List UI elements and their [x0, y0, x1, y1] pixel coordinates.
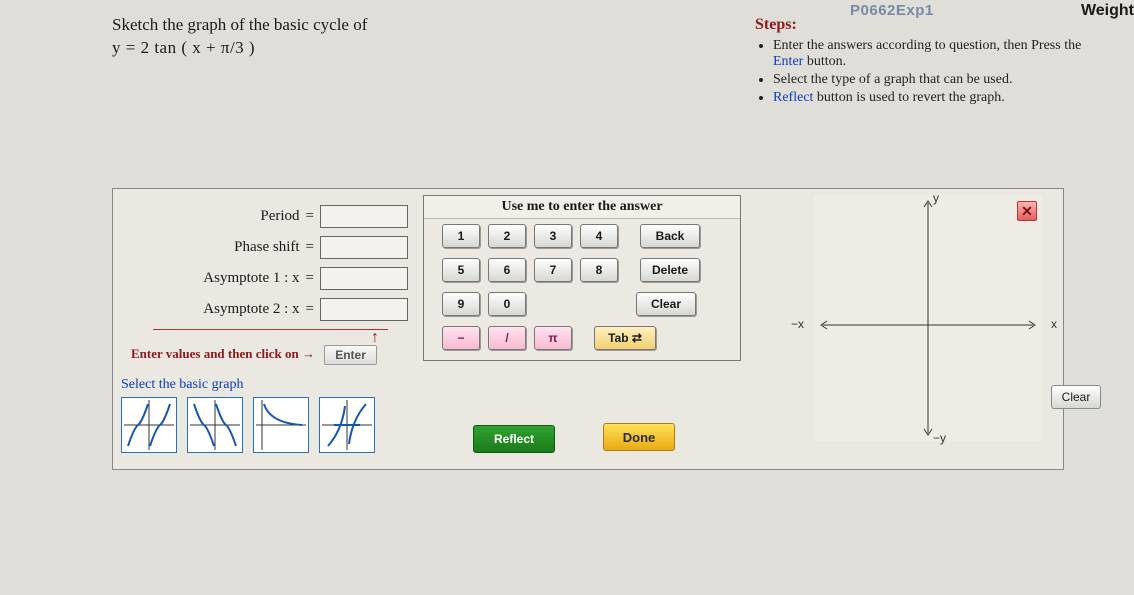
period-input[interactable] [320, 205, 408, 228]
keypad: Use me to enter the answer 1 2 3 4 Back … [423, 195, 741, 361]
step-1: Enter the answers according to question,… [773, 38, 1115, 70]
graph-option-3[interactable] [253, 397, 309, 453]
phase-input[interactable] [320, 236, 408, 259]
key-delete[interactable]: Delete [640, 258, 700, 282]
asymptote1-input[interactable] [320, 267, 408, 290]
key-2[interactable]: 2 [488, 224, 526, 248]
axis-pos-y: y [933, 191, 939, 205]
prompt-line2: y = 2 tan ( x + π/3 ) [112, 37, 367, 60]
key-minus[interactable]: − [442, 326, 480, 350]
asymptote1-label: Asymptote 1 : x [203, 270, 299, 287]
key-6[interactable]: 6 [488, 258, 526, 282]
axis-neg-y: −y [933, 431, 946, 445]
axis-neg-x: −x [791, 317, 804, 331]
enter-button[interactable]: Enter [324, 345, 377, 365]
axis-pos-x: x [1051, 317, 1057, 331]
arrow-up-icon: ↑ [371, 329, 379, 347]
step-3: Reflect button is used to revert the gra… [773, 90, 1115, 106]
reflect-button[interactable]: Reflect [473, 425, 555, 453]
key-3[interactable]: 3 [534, 224, 572, 248]
asymptote2-input[interactable] [320, 298, 408, 321]
key-clear[interactable]: Clear [636, 292, 696, 316]
prompt-line1: Sketch the graph of the basic cycle of [112, 14, 367, 37]
graph-option-1[interactable] [121, 397, 177, 453]
steps-panel: Steps: Enter the answers according to qu… [755, 16, 1115, 108]
graph-option-2[interactable] [187, 397, 243, 453]
graph-thumbnails [121, 397, 375, 453]
asymptote2-label: Asymptote 2 : x [203, 301, 299, 318]
key-4[interactable]: 4 [580, 224, 618, 248]
key-back[interactable]: Back [640, 224, 700, 248]
close-icon[interactable]: ✕ [1017, 201, 1037, 221]
graph-canvas[interactable]: x −x y −y ✕ Clear [813, 195, 1043, 441]
select-graph-label: Select the basic graph [121, 377, 243, 393]
steps-title: Steps: [755, 16, 1115, 34]
key-7[interactable]: 7 [534, 258, 572, 282]
graph-option-4[interactable] [319, 397, 375, 453]
phase-label: Phase shift [234, 239, 299, 256]
enter-hint: ↑ Enter values and then click on → Enter [131, 345, 377, 365]
key-5[interactable]: 5 [442, 258, 480, 282]
step-2: Select the type of a graph that can be u… [773, 72, 1115, 88]
key-tab[interactable]: Tab ⇄ [594, 326, 656, 350]
key-slash[interactable]: / [488, 326, 526, 350]
key-8[interactable]: 8 [580, 258, 618, 282]
fields-group: Period= Phase shift= Asymptote 1 : x= As… [113, 199, 418, 330]
key-0[interactable]: 0 [488, 292, 526, 316]
key-pi[interactable]: π [534, 326, 572, 350]
question-prompt: Sketch the graph of the basic cycle of y… [112, 14, 367, 60]
key-1[interactable]: 1 [442, 224, 480, 248]
field-separator [153, 329, 388, 330]
done-button[interactable]: Done [603, 423, 675, 451]
period-label: Period [260, 208, 299, 225]
keypad-title: Use me to enter the answer [424, 196, 740, 219]
key-9[interactable]: 9 [442, 292, 480, 316]
clear-graph-button[interactable]: Clear [1051, 385, 1101, 409]
answer-panel: Period= Phase shift= Asymptote 1 : x= As… [112, 188, 1064, 470]
